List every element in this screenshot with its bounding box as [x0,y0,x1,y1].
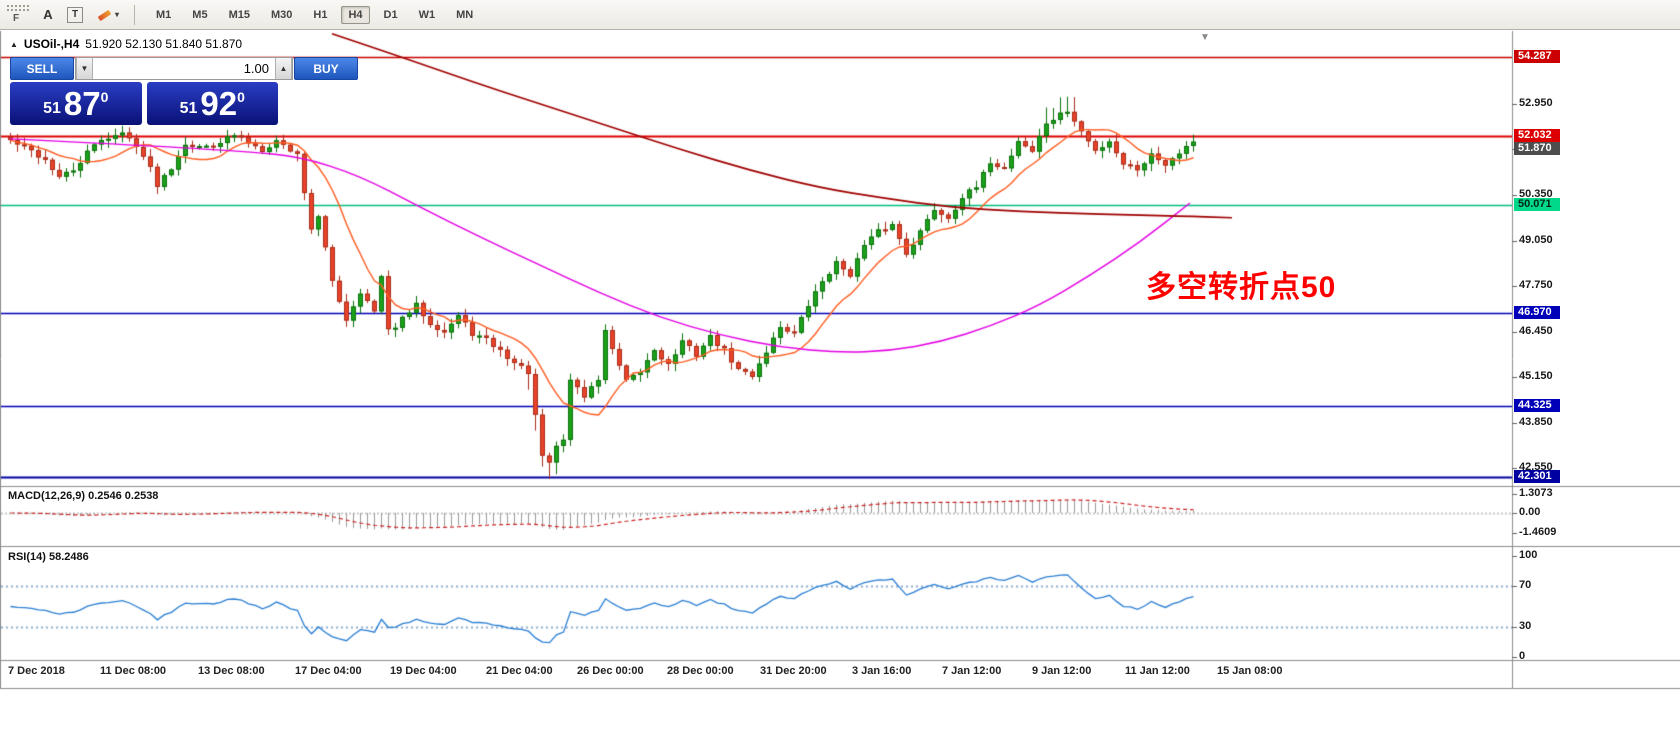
time-axis-label: 15 Jan 08:00 [1217,665,1283,677]
text-tool-button[interactable]: T [60,4,90,26]
price-scale-label: 50.350 [1519,187,1553,200]
bid-price-badge: 51.870 [1514,142,1560,155]
rsi-indicator-label: RSI(14) 58.2486 [8,551,89,563]
time-axis-label: 28 Dec 00:00 [667,665,734,677]
time-axis-label: 11 Dec 08:00 [100,665,167,677]
macd-indicator-label: MACD(12,26,9) 0.2546 0.2538 [8,490,159,502]
price-scale-label: 52.950 [1519,96,1553,109]
time-axis-label: 26 Dec 00:00 [577,665,644,677]
time-axis-label: 11 Jan 12:00 [1125,665,1190,677]
toolbar-f-label: F [13,12,20,24]
hline-price-badge: 44.325 [1514,399,1560,412]
text-label-tool-button[interactable]: A [36,4,60,26]
price-scale-label: 49.050 [1519,233,1553,246]
rsi-scale-label: 70 [1519,579,1532,591]
bid-price-prefix: 51 [43,99,61,117]
timeframe-button-mn[interactable]: MN [456,8,474,21]
hline-price-badge: 42.301 [1514,470,1560,483]
rsi-scale-label: 30 [1519,620,1532,632]
time-axis-label: 21 Dec 04:00 [486,665,553,677]
time-axis-label: 7 Jan 12:00 [942,665,1002,677]
timeframe-button-h4[interactable]: H4 [341,5,370,24]
trade-panel-top-row: SELL ▼ ▲ BUY [10,57,358,80]
bid-price-main: 87 [63,85,101,122]
timeframe-button-m30[interactable]: M30 [270,8,293,21]
price-scale-label: 43.850 [1519,415,1553,428]
time-axis-label: 31 Dec 20:00 [760,665,827,677]
ask-price-prefix: 51 [179,99,198,117]
time-axis-label: 3 Jan 16:00 [852,665,912,677]
timeframe-button-m1[interactable]: M1 [156,8,172,21]
chart-ohlc-values: 51.920 52.130 51.840 51.870 [85,37,243,51]
crayon-icon [97,8,113,22]
timeframe-button-d1[interactable]: D1 [383,8,398,21]
volume-field: ▼ ▲ [75,57,293,80]
time-axis-label: 13 Dec 08:00 [198,665,265,677]
timeframe-toolbar: M1 M5 M15 M30 H1 H4 D1 W1 MN [149,5,480,24]
ask-price-display[interactable]: 51 92 0 [146,82,278,125]
time-axis-label: 19 Dec 04:00 [390,665,457,677]
chart-text-annotation: 多空转折点50 [1146,271,1337,304]
text-tool-icon: T [67,6,83,23]
macd-scale-label: 0.00 [1519,506,1541,518]
ask-price-main: 92 [200,85,238,122]
volume-increase-button[interactable]: ▲ [275,58,292,79]
collapse-triangle-icon[interactable]: ▲ [10,39,18,49]
draw-tool-button[interactable]: ▾ [90,4,126,26]
volume-input[interactable] [93,58,275,79]
buy-button[interactable]: BUY [294,57,358,80]
timeframe-button-h1[interactable]: H1 [313,8,328,21]
time-axis-label: 7 Dec 2018 [8,665,65,677]
hline-price-badge: 50.071 [1514,198,1560,211]
timeframe-button-m5[interactable]: M5 [192,8,208,21]
bid-price-display[interactable]: 51 87 0 [10,82,142,125]
toolbar-grip-icon [6,3,30,12]
chart-shift-marker-icon: ▼ [1200,32,1210,43]
sell-button[interactable]: SELL [10,57,74,80]
chart-title: ▲ USOil-,H4 51.920 52.130 51.840 51.870 [10,37,242,51]
time-axis-label: 17 Dec 04:00 [295,665,362,677]
macd-scale-label: 1.3073 [1519,487,1553,499]
trade-panel-prices: 51 87 0 51 92 0 [10,82,278,125]
rsi-scale-label: 100 [1519,549,1538,561]
timeframe-button-w1[interactable]: W1 [418,8,436,21]
toolbar-drag-handle[interactable]: F [4,2,34,28]
bid-price-sup: 0 [100,89,109,105]
price-scale-label: 46.450 [1519,324,1553,337]
toolbar: F A T ▾ M1 M5 M15 M30 H1 H4 D1 W1 MN [0,0,1680,30]
time-axis-label: 9 Jan 12:00 [1032,665,1092,677]
price-scale-label: 45.150 [1519,370,1553,383]
timeframe-button-m15[interactable]: M15 [228,8,250,21]
one-click-trading-panel: SELL ▼ ▲ BUY 51 87 0 51 92 0 [10,57,358,125]
ask-price-sup: 0 [237,89,245,105]
hline-price-badge: 46.970 [1514,306,1560,319]
hline-price-badge: 52.032 [1514,129,1560,142]
hline-price-badge: 54.287 [1514,50,1560,63]
price-scale-label: 47.750 [1519,279,1553,292]
volume-decrease-button[interactable]: ▼ [76,58,93,79]
chevron-down-icon: ▾ [115,10,120,19]
rsi-scale-label: 0 [1519,650,1526,662]
chart-symbol-period: USOil-,H4 [23,37,80,51]
toolbar-separator [134,4,136,25]
macd-scale-label: -1.4609 [1519,526,1557,538]
